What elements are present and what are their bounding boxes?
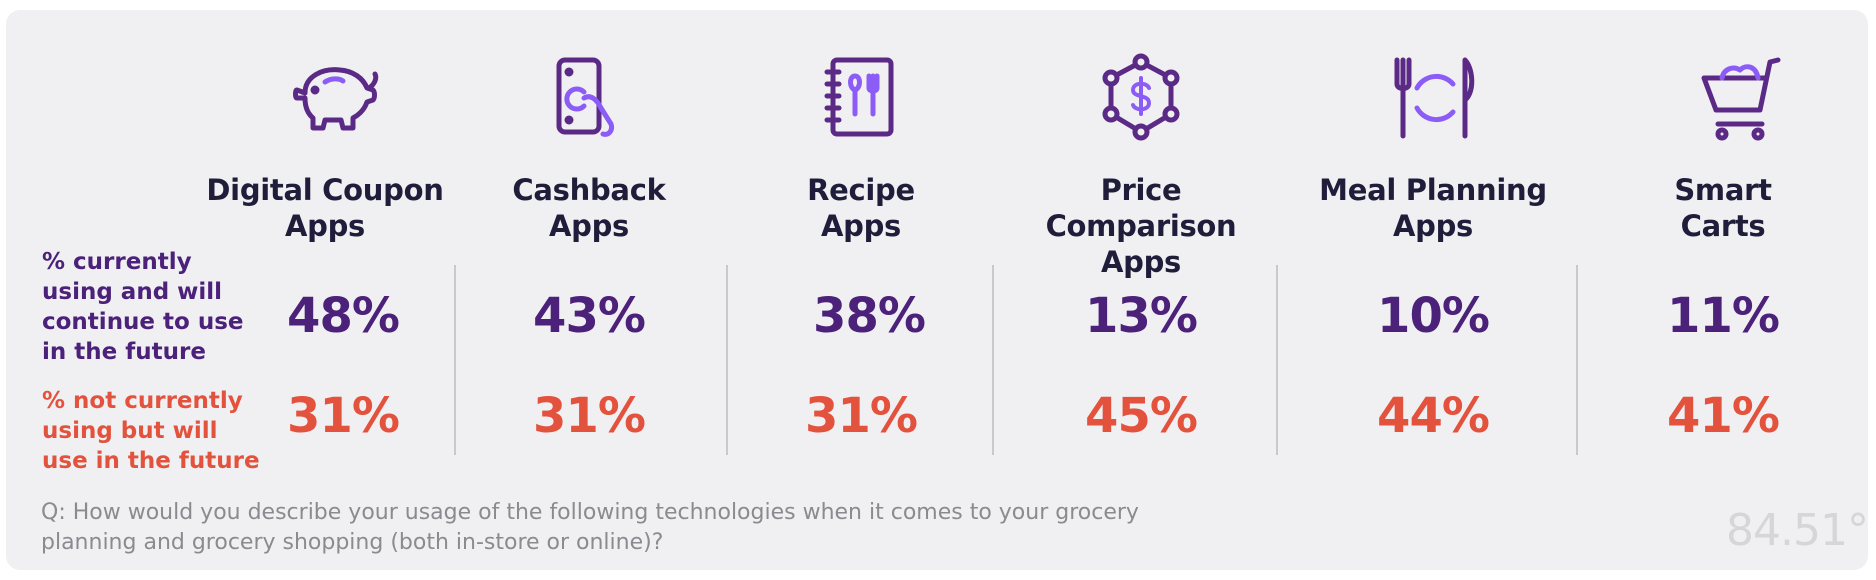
infographic-card: % currently using and will continue to u…: [6, 10, 1869, 570]
data-label-current: 48%: [287, 288, 400, 344]
data-label-future: 31%: [533, 388, 646, 444]
data-label-current: 10%: [1377, 288, 1490, 344]
fork-plate-knife-icon: [1383, 48, 1483, 148]
column-divider: [454, 265, 456, 455]
row-label-current: % currently using and will continue to u…: [42, 249, 244, 365]
phone-payment-icon: [539, 48, 639, 148]
column-title: Smart Carts: [1674, 173, 1772, 243]
data-label-future: 45%: [1085, 388, 1198, 444]
column-title: Cashback Apps: [512, 173, 666, 243]
column-title: Digital Coupon Apps: [206, 173, 444, 243]
data-label-current: 38%: [813, 288, 926, 344]
column-title: Recipe Apps: [807, 173, 915, 243]
data-label-future: 31%: [287, 388, 400, 444]
data-label-future: 44%: [1377, 388, 1490, 444]
data-label-current: 43%: [533, 288, 646, 344]
column-title: Meal Planning Apps: [1319, 173, 1547, 243]
data-label-current: 11%: [1667, 288, 1780, 344]
price-network-icon: [1091, 48, 1191, 148]
shopping-cart-icon: [1688, 48, 1788, 148]
column-divider: [1276, 265, 1278, 455]
row-label-future: % not currently using but will use in th…: [42, 388, 260, 474]
column-title: Price Comparison Apps: [1045, 173, 1237, 279]
column-divider: [1576, 265, 1578, 455]
column-divider: [726, 265, 728, 455]
brand-logo: 84.51°: [1726, 505, 1869, 556]
column-divider: [992, 265, 994, 455]
data-label-future: 31%: [805, 388, 918, 444]
data-label-current: 13%: [1085, 288, 1198, 344]
survey-question: Q: How would you describe your usage of …: [41, 500, 1139, 555]
recipe-book-icon: [811, 48, 911, 148]
piggy-bank-icon: [285, 48, 385, 148]
data-label-future: 41%: [1667, 388, 1780, 444]
